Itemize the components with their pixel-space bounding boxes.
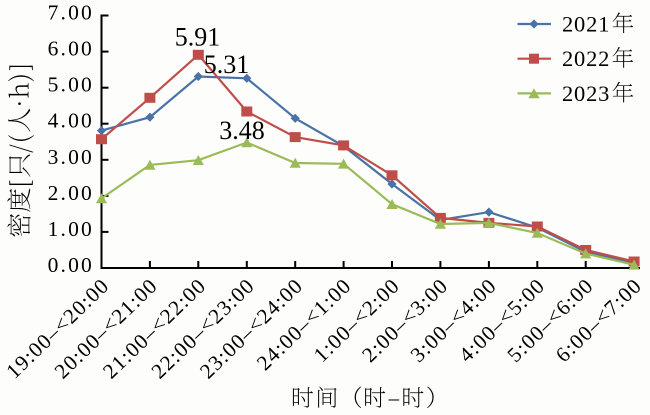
svg-text:2023: 2023 — [562, 81, 610, 106]
svg-text:4.00: 4.00 — [48, 109, 94, 133]
svg-text:3.48: 3.48 — [219, 116, 265, 145]
svg-text:1.00: 1.00 — [48, 217, 94, 241]
svg-text:0.00: 0.00 — [48, 253, 94, 277]
svg-text:6.00: 6.00 — [48, 37, 94, 61]
svg-text:2022: 2022 — [562, 46, 610, 71]
svg-text:3.00: 3.00 — [48, 145, 94, 169]
svg-text:5.31: 5.31 — [204, 50, 250, 79]
svg-text:5.00: 5.00 — [48, 73, 94, 97]
svg-text:2021: 2021 — [562, 12, 610, 37]
svg-text:7.00: 7.00 — [48, 1, 94, 25]
svg-text:2.00: 2.00 — [48, 181, 94, 205]
svg-text:5.91: 5.91 — [175, 23, 221, 52]
